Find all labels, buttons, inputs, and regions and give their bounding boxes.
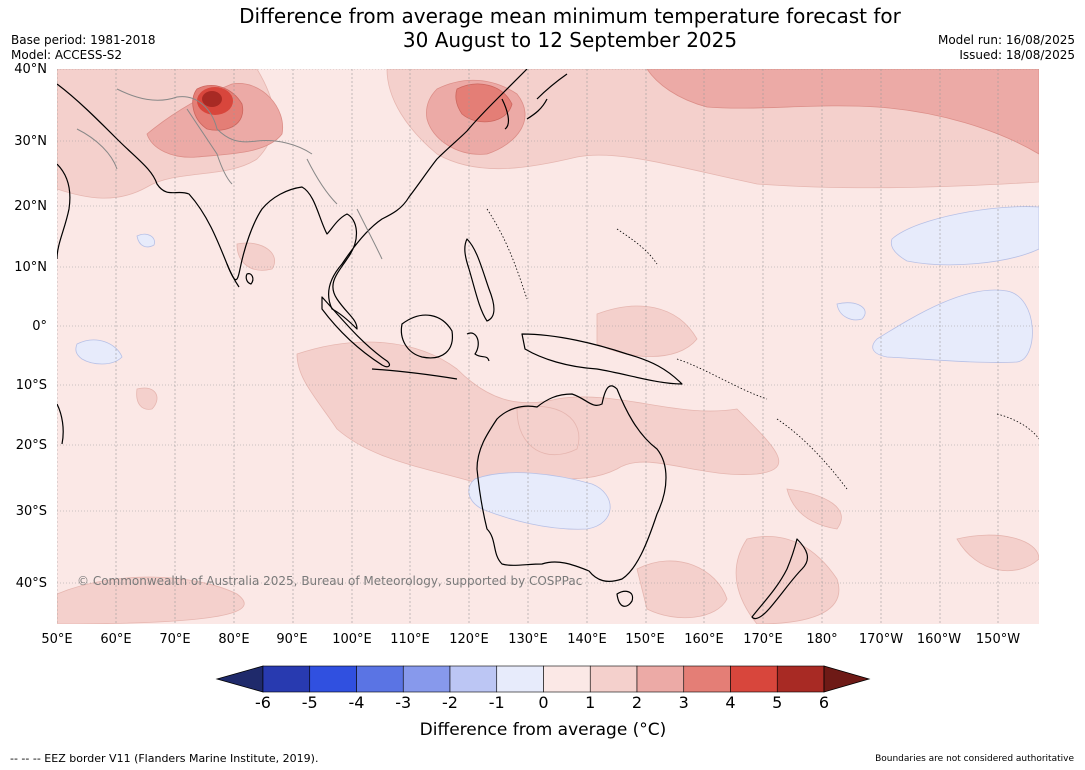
lon-label-110e: 110°E: [390, 632, 430, 647]
map-gridlines: [57, 69, 1039, 624]
country-borders: [76, 88, 383, 260]
coast-asia-mainland: [57, 69, 528, 330]
colorbar-cell: [543, 665, 591, 693]
colorbar-cell: [496, 665, 544, 693]
colorbar-tick-label: -6: [255, 693, 271, 712]
coast-sumatra: [321, 296, 391, 368]
coast-new-zealand: [751, 538, 809, 620]
lat-label-40s: 40°S: [15, 576, 47, 591]
lat-label-40n: 40°N: [14, 62, 47, 77]
colorbar-tick-label: 3: [678, 693, 689, 712]
colorbar-tick-label: 1: [585, 693, 596, 712]
lon-label-150e: 150°E: [625, 632, 665, 647]
eez-legend-text: -- -- -- EEZ border V11 (Flanders Marine…: [10, 752, 319, 765]
coast-india-tip: [226, 263, 240, 288]
lon-label-130e: 130°E: [508, 632, 548, 647]
colorbar-cell: [262, 665, 311, 693]
map-canvas: [57, 69, 1039, 624]
colorbar-cell: [356, 665, 404, 693]
anomaly-zones-1-2: [57, 69, 1039, 624]
lon-label-160e: 160°E: [684, 632, 724, 647]
colorbar-extend-low: [215, 665, 264, 693]
lat-label-10n: 10°N: [14, 260, 47, 275]
coast-madagascar: [57, 403, 64, 445]
lon-label-50e: 50°E: [41, 632, 73, 647]
base-period-text: Base period: 1981-2018: [11, 33, 156, 47]
lon-label-170e: 170°E: [743, 632, 783, 647]
colorbar-tick-label: 4: [725, 693, 736, 712]
lat-label-20s: 20°S: [15, 438, 47, 453]
colorbar-cell: [683, 665, 731, 693]
colorbar: [215, 665, 871, 693]
lat-label-20n: 20°N: [14, 199, 47, 214]
coast-borneo: [400, 314, 453, 359]
lon-label-100e: 100°E: [332, 632, 372, 647]
colorbar-tick-label: 0: [538, 693, 549, 712]
colorbar-cell: [309, 665, 357, 693]
coast-japan: [526, 73, 568, 120]
coast-java: [371, 368, 458, 380]
coast-philippines: [464, 238, 495, 322]
colorbar-cell: [589, 665, 638, 693]
colorbar-tick-label: -2: [442, 693, 458, 712]
model-run-text: Model run: 16/08/2025: [937, 33, 1075, 47]
colorbar-tick-label: -5: [301, 693, 318, 712]
lat-label-10s: 10°S: [15, 378, 47, 393]
coast-tasmania: [616, 590, 634, 607]
colorbar-cell: [730, 665, 778, 693]
coast-new-guinea: [521, 333, 683, 385]
coast-arabia: [57, 163, 71, 260]
anomaly-zones-negative: [75, 206, 1039, 530]
colorbar-tick-label: 6: [818, 693, 830, 712]
map-title-line2: 30 August to 12 September 2025: [402, 28, 738, 52]
anomaly-zones-4-6: [197, 87, 233, 115]
issued-text: Issued: 18/08/2025: [959, 48, 1075, 62]
colorbar-tick-label: -1: [488, 693, 505, 712]
colorbar-tick-label: 5: [772, 693, 783, 712]
lat-label-30n: 30°N: [14, 134, 47, 149]
coast-korea: [501, 98, 510, 130]
lon-label-180: 180°: [806, 632, 838, 647]
colorbar-label: Difference from average (°C): [419, 720, 667, 740]
colorbar-cell: [776, 665, 825, 693]
boundaries-disclaimer: Boundaries are not considered authoritat…: [875, 754, 1074, 764]
coastlines: [57, 69, 809, 620]
lon-label-80e: 80°E: [218, 632, 250, 647]
copyright-text: © Commonwealth of Australia 2025, Bureau…: [77, 574, 583, 588]
model-text: Model: ACCESS-S2: [11, 48, 123, 62]
lat-label-0: 0°: [32, 319, 47, 334]
lon-label-60e: 60°E: [100, 632, 132, 647]
colorbar-cell: [636, 665, 685, 693]
eez-borders: [486, 208, 1039, 490]
lat-label-30s: 30°S: [15, 504, 47, 519]
coast-australia: [476, 385, 667, 582]
coast-sulawesi: [466, 332, 490, 362]
colorbar-extend-high: [823, 665, 871, 693]
colorbar-cell: [402, 665, 451, 693]
colorbar-tick-label: 2: [631, 693, 643, 712]
map-title-line1: Difference from average mean minimum tem…: [239, 4, 901, 28]
lon-label-120e: 120°E: [449, 632, 489, 647]
lon-label-70e: 70°E: [159, 632, 191, 647]
forecast-map: [57, 69, 1039, 624]
lon-label-140e: 140°E: [567, 632, 607, 647]
lon-label-150w: 150°W: [975, 632, 1021, 647]
lon-label-170w: 170°W: [858, 632, 904, 647]
coast-sri-lanka: [245, 273, 254, 285]
colorbar-tick-label: -4: [348, 693, 365, 712]
lon-label-90e: 90°E: [276, 632, 308, 647]
lon-label-160w: 160°W: [916, 632, 962, 647]
colorbar-cell: [449, 665, 498, 693]
colorbar-tick-label: -3: [395, 693, 412, 712]
